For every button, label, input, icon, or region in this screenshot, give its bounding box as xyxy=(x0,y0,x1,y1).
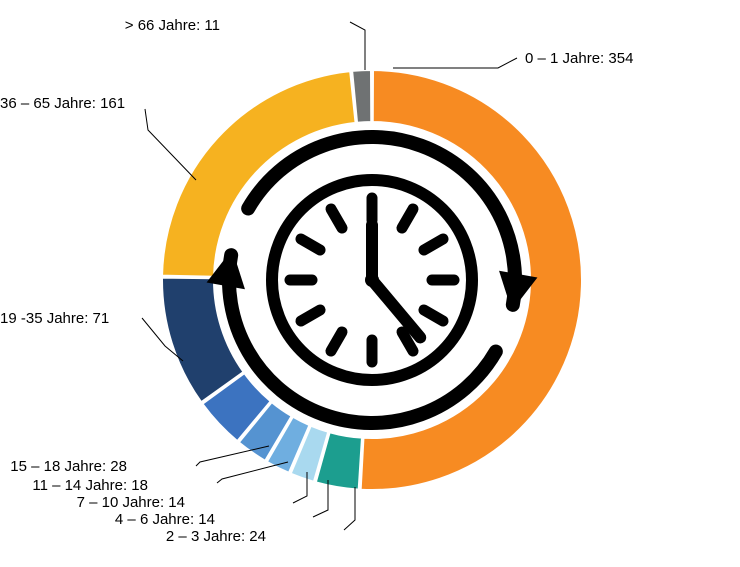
leader-line xyxy=(344,487,355,530)
slice-label: 36 – 65 Jahre: 161 xyxy=(0,95,62,112)
leader-line xyxy=(145,109,196,180)
slice-label: 11 – 14 Jahre: 18 xyxy=(0,477,148,494)
slice-label: 0 – 1 Jahre: 354 xyxy=(525,50,633,67)
slice-label: 4 – 6 Jahre: 14 xyxy=(0,511,215,528)
leader-line xyxy=(393,58,517,68)
slice-label: 19 -35 Jahre: 71 xyxy=(0,310,17,327)
slice-label: 15 – 18 Jahre: 28 xyxy=(0,458,127,475)
leader-line xyxy=(350,22,365,70)
slice-label: 2 – 3 Jahre: 24 xyxy=(0,528,266,545)
slice-label: 7 – 10 Jahre: 14 xyxy=(0,494,185,511)
leader-line xyxy=(217,462,288,483)
slice-label: > 66 Jahre: 11 xyxy=(0,17,220,34)
